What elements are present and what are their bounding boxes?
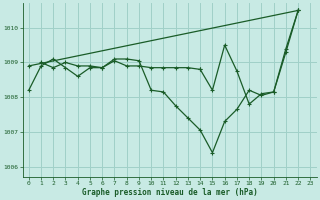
X-axis label: Graphe pression niveau de la mer (hPa): Graphe pression niveau de la mer (hPa)	[82, 188, 258, 197]
